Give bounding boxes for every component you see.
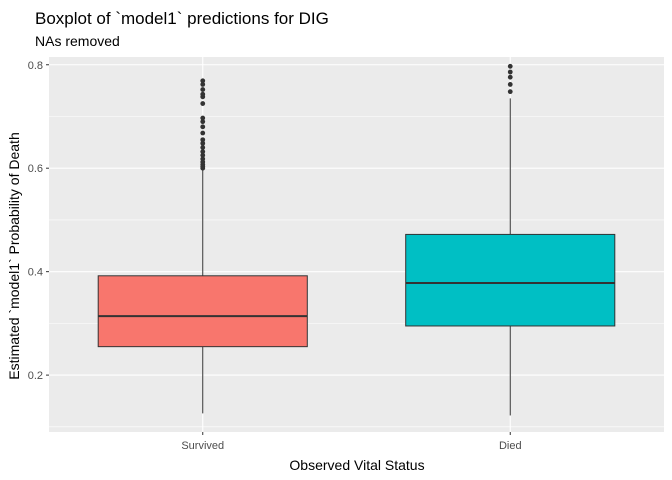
- outlier-point: [200, 124, 206, 130]
- chart-title: Boxplot of `model1` predictions for DIG: [35, 9, 329, 28]
- outlier-point: [507, 63, 513, 69]
- outlier-point: [200, 87, 206, 92]
- iqr-box: [97, 275, 308, 348]
- outlier-point: [200, 82, 206, 87]
- outlier-point: [200, 115, 206, 121]
- y-axis: 0.2 0.4 0.6 0.8: [28, 60, 49, 382]
- outlier-point: [200, 156, 206, 162]
- chart-subtitle: NAs removed: [35, 33, 120, 49]
- outlier-point: [507, 89, 513, 95]
- y-tick-label: 0.8: [28, 60, 43, 72]
- outlier-point: [200, 130, 206, 136]
- x-tick-label: Survived: [181, 440, 224, 452]
- outlier-point: [200, 140, 206, 146]
- box-survived: [97, 78, 308, 414]
- outlier-point: [200, 91, 206, 97]
- outlier-point: [507, 69, 513, 75]
- outlier-point: [507, 82, 513, 87]
- outlier-point: [200, 152, 206, 158]
- y-axis-title: Estimated `model1` Probability of Death: [6, 132, 22, 379]
- outlier-point: [200, 119, 206, 125]
- y-tick-label: 0.4: [28, 267, 43, 279]
- box-died: [405, 63, 616, 416]
- x-tick-label: Died: [499, 440, 522, 452]
- y-tick-label: 0.6: [28, 163, 43, 175]
- outlier-point: [200, 101, 206, 106]
- boxes-layer: [97, 63, 616, 416]
- iqr-box: [405, 233, 616, 327]
- outlier-point: [200, 145, 206, 150]
- outlier-point: [200, 149, 206, 155]
- x-axis-title: Observed Vital Status: [289, 457, 424, 473]
- outlier-point: [200, 78, 206, 84]
- outlier-point: [507, 74, 513, 80]
- y-tick-label: 0.2: [28, 370, 43, 382]
- outlier-point: [200, 137, 206, 143]
- x-axis: Survived Died: [181, 432, 522, 452]
